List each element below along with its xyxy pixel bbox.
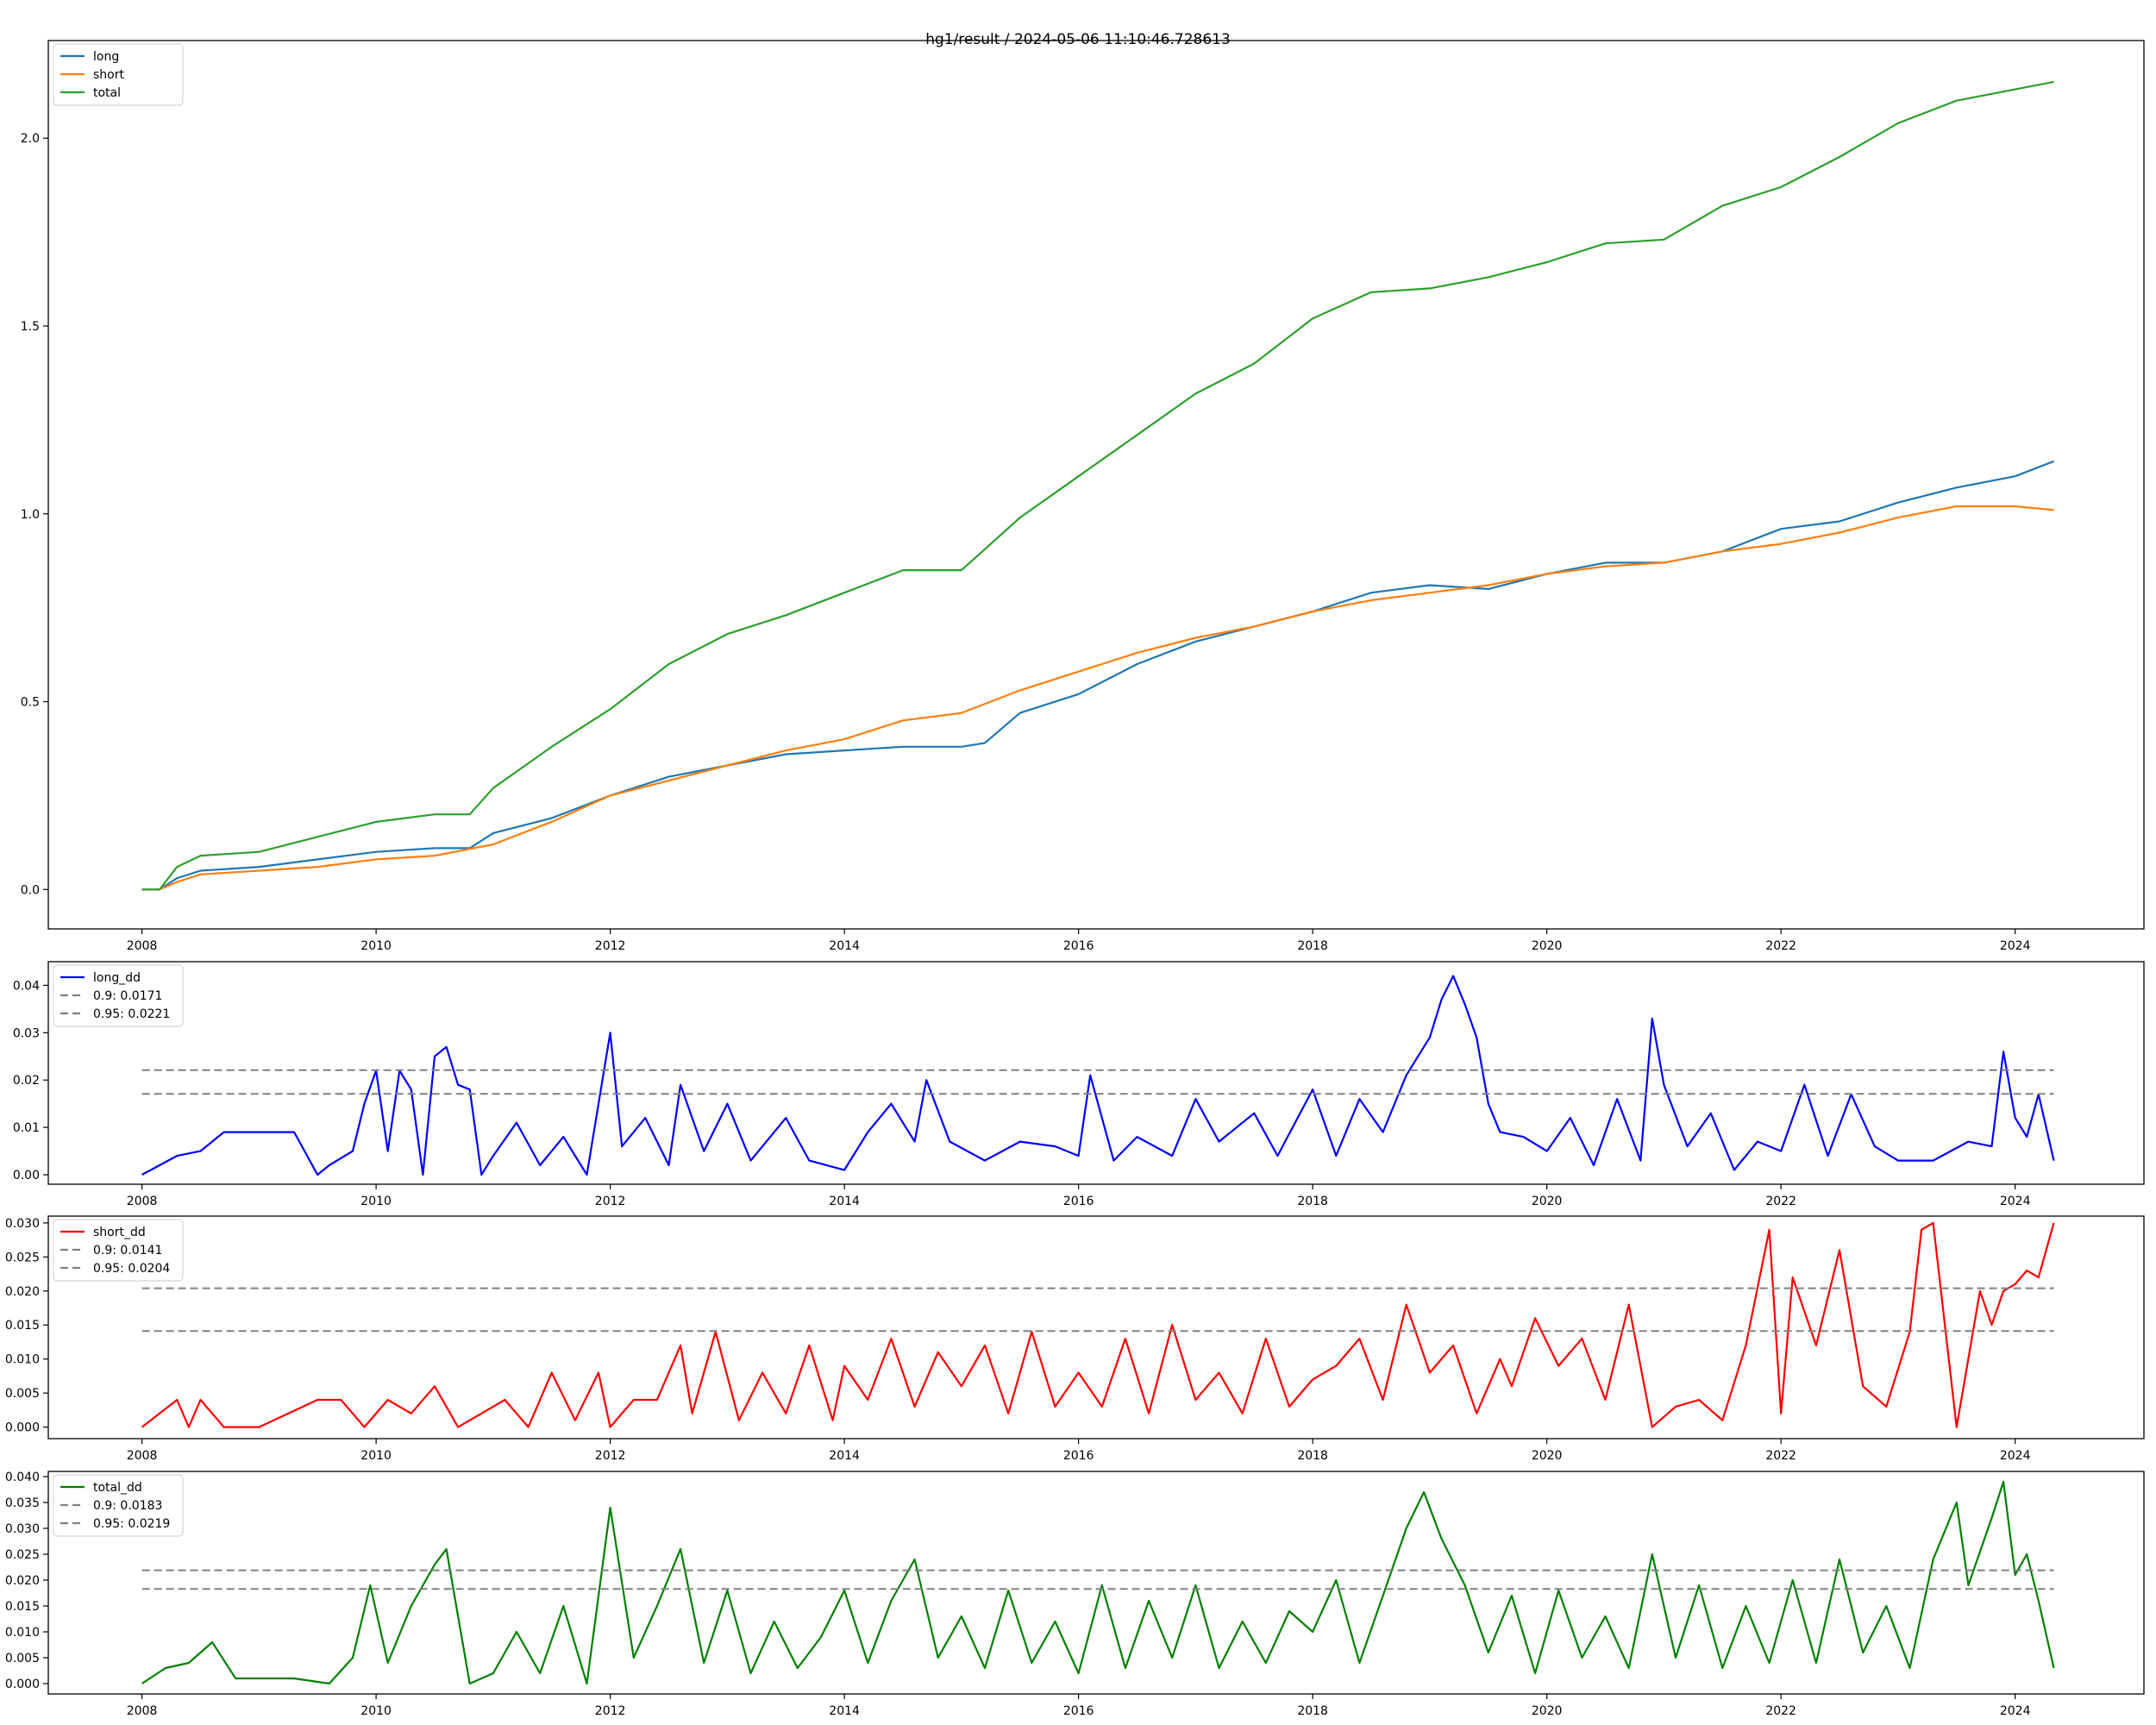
y-tick-label: 0.04 [13, 979, 40, 993]
x-tick-label: 2008 [127, 1195, 158, 1208]
chart-long_dd: 2008 2010 2012 2014 2016 2018 2020 2022 2024 0.00… [13, 961, 2145, 1208]
legend-label: 0.9: 0.0141 [93, 1244, 162, 1258]
x-tick-label: 2010 [360, 939, 392, 953]
x-tick-label: 2014 [829, 939, 860, 953]
x-tick-label: 2024 [2000, 1704, 2031, 1718]
x-tick-label: 2024 [2000, 939, 2031, 953]
legend-label: 0.95: 0.0221 [93, 1007, 170, 1021]
legend-label: total_dd [93, 1481, 142, 1495]
x-tick-label: 2014 [829, 1449, 860, 1463]
y-tick-label: 1.5 [21, 320, 40, 334]
legend: long short total [53, 43, 184, 106]
x-tick-label: 2022 [1765, 939, 1796, 953]
x-tick-label: 2018 [1297, 939, 1328, 953]
y-tick-label: 0.020 [5, 1285, 40, 1299]
y-tick-label: 0.015 [5, 1600, 40, 1614]
y-tick-label: 0.040 [5, 1471, 40, 1484]
legend-label: 0.9: 0.0171 [93, 989, 162, 1003]
y-tick-label: 0.000 [5, 1421, 40, 1435]
y-tick-label: 0.030 [5, 1522, 40, 1536]
x-tick-label: 2012 [595, 1195, 626, 1208]
x-tick-label: 2014 [829, 1704, 860, 1718]
x-tick-label: 2012 [595, 1449, 626, 1463]
chart-total_dd: 2008 2010 2012 2014 2016 2018 2020 2022 2024 0.00… [5, 1471, 2145, 1718]
y-tick-label: 0.5 [21, 696, 40, 710]
x-tick-label: 2008 [127, 939, 158, 953]
x-tick-label: 2022 [1765, 1704, 1796, 1718]
x-tick-label: 2020 [1532, 1704, 1563, 1718]
x-tick-label: 2018 [1297, 1449, 1328, 1463]
y-tick-label: 0.025 [5, 1548, 40, 1562]
legend-label: long_dd [93, 971, 141, 985]
legend-box [53, 43, 184, 106]
x-tick-label: 2022 [1765, 1195, 1796, 1208]
y-tick-label: 0.03 [13, 1026, 40, 1040]
legend-label: 0.95: 0.0204 [93, 1262, 170, 1276]
x-tick-label: 2018 [1297, 1195, 1328, 1208]
figure-title: hg1/result / 2024-05-06 11:10:46.728613 [925, 31, 1231, 48]
chart-pnl: 2008 2010 2012 2014 2016 2018 2020 2022 2024 0.0 0… [21, 40, 2145, 953]
legend-label: total [93, 86, 121, 100]
legend: total_dd 0.9: 0.0183 0.95: 0.0219 [53, 1474, 184, 1537]
legend-label: 0.95: 0.0219 [93, 1517, 170, 1531]
y-tick-label: 0.01 [13, 1121, 40, 1135]
legend-label: long [93, 50, 119, 64]
series-long-dd [141, 975, 2055, 1176]
x-tick-label: 2024 [2000, 1195, 2031, 1208]
legend-label: short [93, 68, 124, 82]
y-tick-label: 0.030 [5, 1217, 40, 1231]
y-tick-label: 1.0 [21, 508, 40, 522]
x-tick-label: 2016 [1063, 1195, 1094, 1208]
y-tick-label: 0.010 [5, 1353, 40, 1367]
x-tick-label: 2022 [1765, 1449, 1796, 1463]
y-tick-label: 0.015 [5, 1319, 40, 1333]
y-tick-label: 0.025 [5, 1251, 40, 1264]
x-tick-label: 2020 [1532, 1195, 1563, 1208]
axes-frame [47, 1471, 2145, 1695]
x-tick-label: 2020 [1532, 939, 1563, 953]
y-tick-label: 0.02 [13, 1074, 40, 1088]
x-tick-label: 2016 [1063, 1704, 1094, 1718]
legend: short_dd 0.9: 0.0141 0.95: 0.0204 [53, 1219, 184, 1282]
x-tick-label: 2012 [595, 939, 626, 953]
legend-label: 0.9: 0.0183 [93, 1499, 162, 1513]
y-tick-label: 0.000 [5, 1678, 40, 1691]
legend-box [53, 1474, 184, 1537]
legend-box [53, 1219, 184, 1282]
x-tick-label: 2020 [1532, 1449, 1563, 1463]
series-short-dd [141, 1221, 2055, 1428]
x-tick-label: 2016 [1063, 939, 1094, 953]
y-tick-label: 2.0 [21, 132, 40, 146]
series-total [141, 80, 2054, 891]
y-tick-label: 0.005 [5, 1652, 40, 1665]
axes-frame [47, 40, 2145, 930]
legend-box [53, 964, 184, 1027]
x-tick-label: 2012 [595, 1704, 626, 1718]
x-tick-label: 2024 [2000, 1449, 2031, 1463]
legend: long_dd 0.9: 0.0171 0.95: 0.0221 [53, 964, 184, 1027]
x-tick-label: 2010 [360, 1449, 392, 1463]
series-short [141, 505, 2054, 891]
x-tick-label: 2018 [1297, 1704, 1328, 1718]
axes-frame [47, 1215, 2145, 1440]
axes-frame [47, 961, 2145, 1185]
x-tick-label: 2008 [127, 1704, 158, 1718]
x-tick-label: 2014 [829, 1195, 860, 1208]
x-tick-label: 2010 [360, 1195, 392, 1208]
y-tick-label: 0.005 [5, 1387, 40, 1401]
x-tick-label: 2010 [360, 1704, 392, 1718]
x-tick-label: 2016 [1063, 1449, 1094, 1463]
series-long [141, 460, 2054, 891]
chart-short_dd: 2008 2010 2012 2014 2016 2018 2020 2022 2024 0.00… [5, 1215, 2145, 1463]
y-tick-label: 0.035 [5, 1496, 40, 1510]
y-tick-label: 0.010 [5, 1626, 40, 1640]
x-tick-label: 2008 [127, 1449, 158, 1463]
y-tick-label: 0.020 [5, 1574, 40, 1588]
y-tick-label: 0.00 [13, 1169, 40, 1182]
y-tick-label: 0.0 [21, 883, 40, 897]
series-total-dd [141, 1480, 2055, 1685]
legend-label: short_dd [93, 1226, 146, 1239]
